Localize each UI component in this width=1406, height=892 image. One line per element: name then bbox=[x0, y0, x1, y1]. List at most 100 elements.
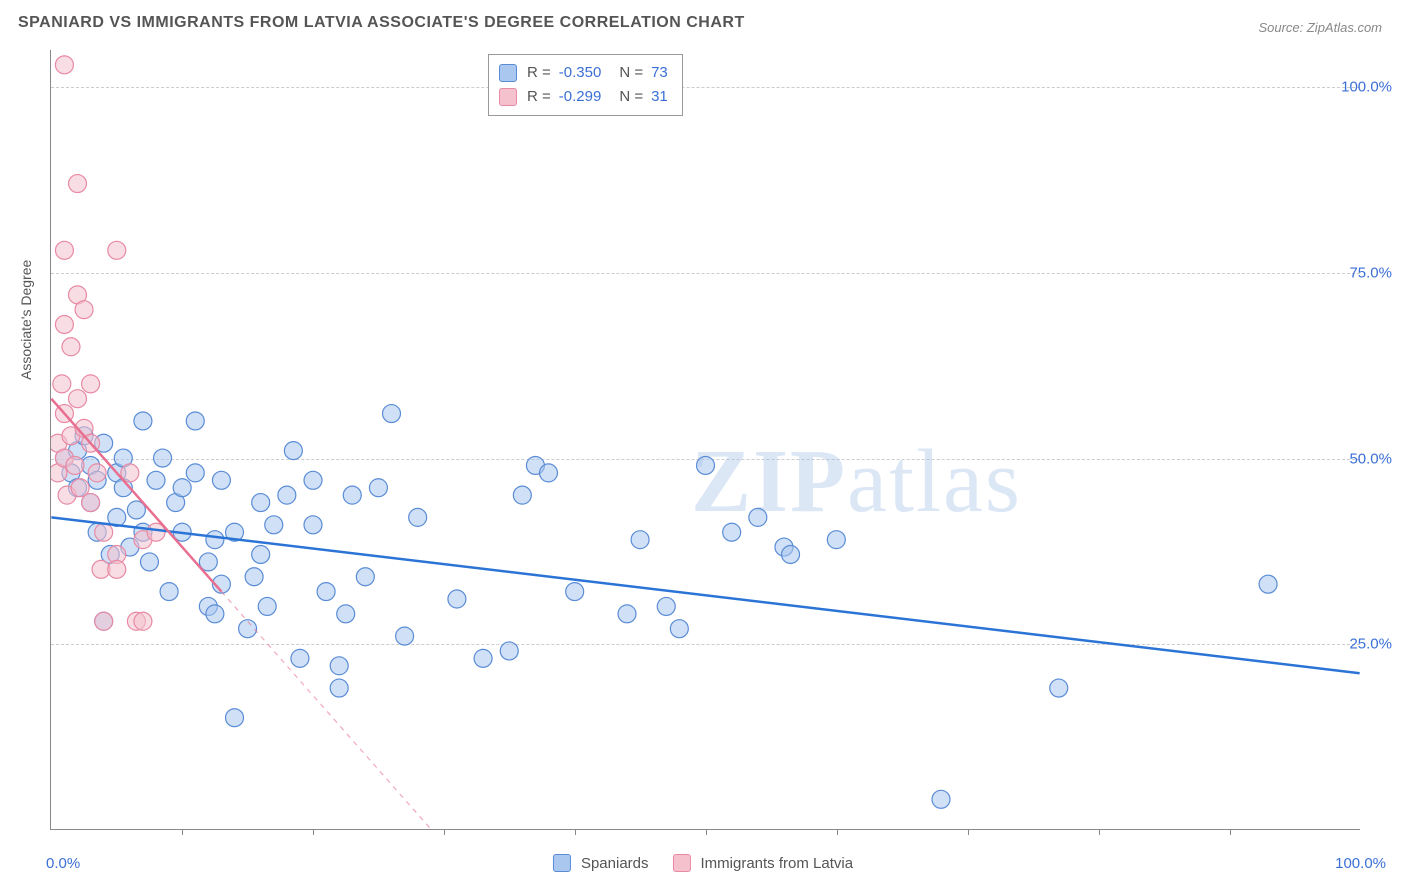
x-tick bbox=[837, 829, 838, 835]
data-point bbox=[1259, 575, 1277, 593]
legend-swatch bbox=[673, 854, 691, 872]
data-point bbox=[369, 479, 387, 497]
data-point bbox=[258, 597, 276, 615]
x-tick bbox=[968, 829, 969, 835]
y-tick-label: 75.0% bbox=[1349, 264, 1392, 281]
data-point bbox=[108, 560, 126, 578]
data-point bbox=[160, 583, 178, 601]
legend-swatch bbox=[553, 854, 571, 872]
data-point bbox=[513, 486, 531, 504]
data-point bbox=[69, 175, 87, 193]
x-tick bbox=[182, 829, 183, 835]
data-point bbox=[95, 612, 113, 630]
data-point bbox=[53, 375, 71, 393]
chart-source: Source: ZipAtlas.com bbox=[1258, 20, 1382, 35]
data-point bbox=[448, 590, 466, 608]
data-point bbox=[697, 456, 715, 474]
data-point bbox=[723, 523, 741, 541]
data-point bbox=[75, 301, 93, 319]
data-point bbox=[186, 464, 204, 482]
data-point bbox=[540, 464, 558, 482]
data-point bbox=[82, 375, 100, 393]
bottom-legend: Spaniards Immigrants from Latvia bbox=[553, 854, 853, 872]
trend-line bbox=[51, 517, 1359, 673]
data-point bbox=[396, 627, 414, 645]
data-point bbox=[618, 605, 636, 623]
data-point bbox=[134, 412, 152, 430]
x-tick bbox=[1230, 829, 1231, 835]
x-max-label: 100.0% bbox=[1335, 855, 1386, 872]
y-tick-label: 25.0% bbox=[1349, 636, 1392, 653]
r-val-1: -0.350 bbox=[559, 61, 602, 85]
legend-item: Spaniards bbox=[553, 854, 649, 872]
r-label-1: R = bbox=[527, 61, 551, 85]
data-point bbox=[304, 471, 322, 489]
data-point bbox=[62, 338, 80, 356]
data-point bbox=[304, 516, 322, 534]
data-point bbox=[154, 449, 172, 467]
x-tick bbox=[1099, 829, 1100, 835]
x-tick bbox=[313, 829, 314, 835]
data-point bbox=[226, 709, 244, 727]
data-point bbox=[383, 405, 401, 423]
data-point bbox=[173, 479, 191, 497]
data-point bbox=[782, 546, 800, 564]
data-point bbox=[566, 583, 584, 601]
legend-label: Immigrants from Latvia bbox=[701, 855, 854, 872]
data-point bbox=[245, 568, 263, 586]
x-tick bbox=[575, 829, 576, 835]
n-label-2: N = bbox=[619, 85, 643, 109]
data-point bbox=[212, 471, 230, 489]
data-point bbox=[239, 620, 257, 638]
y-tick-label: 50.0% bbox=[1349, 450, 1392, 467]
data-point bbox=[330, 657, 348, 675]
legend-label: Spaniards bbox=[581, 855, 649, 872]
data-point bbox=[409, 508, 427, 526]
data-point bbox=[55, 316, 73, 334]
data-point bbox=[134, 612, 152, 630]
data-point bbox=[330, 679, 348, 697]
plot-svg bbox=[51, 50, 1360, 829]
data-point bbox=[278, 486, 296, 504]
data-point bbox=[82, 494, 100, 512]
data-point bbox=[284, 442, 302, 460]
data-point bbox=[140, 553, 158, 571]
data-point bbox=[827, 531, 845, 549]
stats-row-1: R = -0.350 N = 73 bbox=[499, 61, 668, 85]
data-point bbox=[206, 531, 224, 549]
data-point bbox=[265, 516, 283, 534]
n-label-1: N = bbox=[619, 61, 643, 85]
data-point bbox=[108, 241, 126, 259]
data-point bbox=[631, 531, 649, 549]
data-point bbox=[55, 56, 73, 74]
r-val-2: -0.299 bbox=[559, 85, 602, 109]
chart-title: SPANIARD VS IMMIGRANTS FROM LATVIA ASSOC… bbox=[18, 14, 745, 32]
data-point bbox=[474, 649, 492, 667]
chart-container: SPANIARD VS IMMIGRANTS FROM LATVIA ASSOC… bbox=[0, 0, 1406, 892]
data-point bbox=[343, 486, 361, 504]
y-tick-label: 100.0% bbox=[1341, 79, 1392, 96]
data-point bbox=[69, 390, 87, 408]
r-label-2: R = bbox=[527, 85, 551, 109]
swatch-1 bbox=[499, 64, 517, 82]
data-point bbox=[670, 620, 688, 638]
x-min-label: 0.0% bbox=[46, 855, 80, 872]
data-point bbox=[206, 605, 224, 623]
data-point bbox=[55, 241, 73, 259]
data-point bbox=[356, 568, 374, 586]
data-point bbox=[147, 471, 165, 489]
legend-item: Immigrants from Latvia bbox=[673, 854, 854, 872]
data-point bbox=[1050, 679, 1068, 697]
data-point bbox=[657, 597, 675, 615]
data-point bbox=[252, 494, 270, 512]
data-point bbox=[500, 642, 518, 660]
data-point bbox=[337, 605, 355, 623]
y-axis-label: Associate's Degree bbox=[18, 260, 34, 380]
x-tick bbox=[706, 829, 707, 835]
stats-row-2: R = -0.299 N = 31 bbox=[499, 85, 668, 109]
data-point bbox=[88, 464, 106, 482]
swatch-2 bbox=[499, 88, 517, 106]
data-point bbox=[932, 790, 950, 808]
data-point bbox=[66, 456, 84, 474]
n-val-1: 73 bbox=[651, 61, 668, 85]
